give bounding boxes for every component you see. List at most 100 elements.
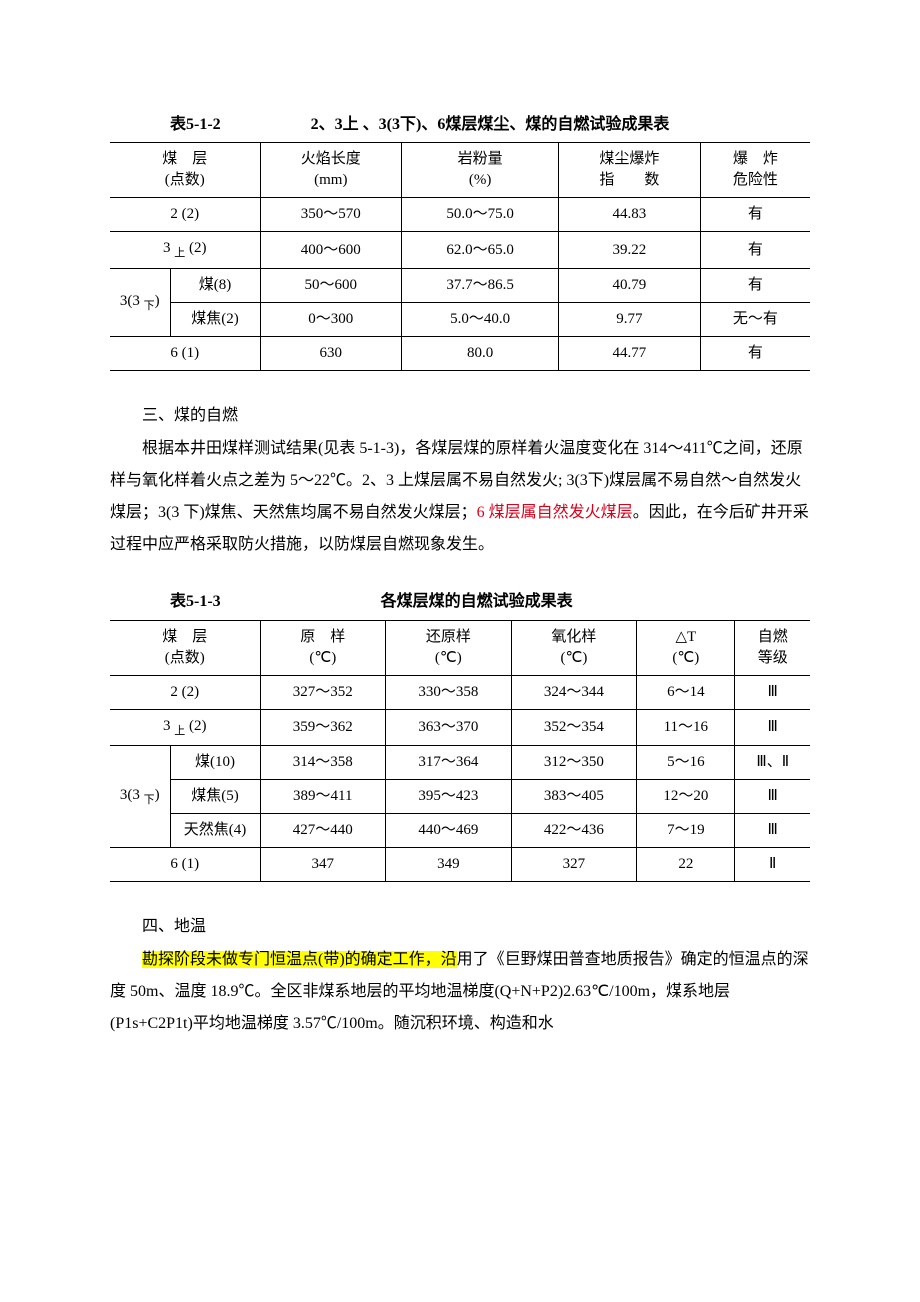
table-2-number: 表5-1-3 [170,587,221,617]
cell: 363～370 [386,709,512,745]
table-row: 3 上 (2) 400～600 62.0～65.0 39.22 有 [110,232,810,268]
cell: 7～19 [637,813,735,847]
th-text: (℃) [435,650,462,666]
table-row: 天然焦(4) 427～440 440～469 422～436 7～19 Ⅲ [110,813,810,847]
cell: 3 上 (2) [110,709,260,745]
cell: 347 [260,847,386,881]
cell: 327 [511,847,637,881]
cell: Ⅲ、Ⅱ [735,745,810,779]
section-4-head: 四、地温 [110,912,810,942]
cell: 330～358 [386,675,512,709]
table-2: 煤 层 (点数) 原 样 (℃) 还原样 (℃) 氧化样 (℃) △T (℃) … [110,620,810,882]
th-text: 等级 [758,650,788,666]
cell: 2 (2) [110,198,260,232]
cell: 12～20 [637,779,735,813]
th-rock-powder: 岩粉量 (%) [402,143,559,198]
cell: 有 [700,198,810,232]
section-3-para: 根据本井田煤样测试结果(见表 5-1-3)，各煤层煤的原样着火温度变化在 314… [110,433,810,561]
cell: 2 (2) [110,675,260,709]
th-text: 还原样 [426,629,471,645]
section-3: 三、煤的自燃 根据本井田煤样测试结果(见表 5-1-3)，各煤层煤的原样着火温度… [110,401,810,561]
cell: 煤(8) [170,268,260,302]
table-2-caption: 各煤层煤的自燃试验成果表 [381,587,573,617]
th: 煤 层 (点数) [110,620,260,675]
cell: 40.79 [559,268,701,302]
cell: 440～469 [386,813,512,847]
cell: 有 [700,268,810,302]
table-2-header-row: 煤 层 (点数) 原 样 (℃) 还原样 (℃) 氧化样 (℃) △T (℃) … [110,620,810,675]
table-2-block: 表5-1-3 各煤层煤的自燃试验成果表 煤 层 (点数) 原 样 (℃) 还原样… [110,587,810,882]
cell: 0～300 [260,302,402,336]
th-text: 煤 层 [162,629,207,645]
cell: Ⅱ [735,847,810,881]
th-text: 火焰长度 [301,151,361,167]
th-explosion-index: 煤尘爆炸 指 数 [559,143,701,198]
cell: 有 [700,336,810,370]
th: 氧化样 (℃) [511,620,637,675]
cell: 395～423 [386,779,512,813]
cell: 3(3 下) [110,745,170,847]
cell: 349 [386,847,512,881]
cell: 62.0～65.0 [402,232,559,268]
cell: 80.0 [402,336,559,370]
cell: 400～600 [260,232,402,268]
th-coal-layer: 煤 层 (点数) [110,143,260,198]
cell: 37.7～86.5 [402,268,559,302]
cell: 350～570 [260,198,402,232]
cell: 5～16 [637,745,735,779]
cell: Ⅲ [735,779,810,813]
cell: 352～354 [511,709,637,745]
cell: 6 (1) [110,336,260,370]
th-text: (点数) [165,650,205,666]
table-row: 3 上 (2) 359～362 363～370 352～354 11～16 Ⅲ [110,709,810,745]
th-text: (mm) [314,172,347,188]
table-row: 3(3 下) 煤(8) 50～600 37.7～86.5 40.79 有 [110,268,810,302]
cell: 3(3 下) [110,268,170,336]
cell: 44.83 [559,198,701,232]
cell: 314～358 [260,745,386,779]
cell: 11～16 [637,709,735,745]
th-text: (点数) [165,172,205,188]
table-1-block: 表5-1-2 2、3上 、3(3下)、6煤层煤尘、煤的自燃试验成果表 煤 层 (… [110,110,810,371]
th-text: △T [675,629,696,645]
th-explosion-risk: 爆 炸 危险性 [700,143,810,198]
table-1-number: 表5-1-2 [170,110,221,140]
th-text: (℃) [560,650,587,666]
section-4-para: 勘探阶段未做专门恒温点(带)的确定工作，沿用了《巨野煤田普查地质报告》确定的恒温… [110,944,810,1040]
cell: 6 (1) [110,847,260,881]
table-row: 煤焦(2) 0～300 5.0～40.0 9.77 无～有 [110,302,810,336]
cell: 3 上 (2) [110,232,260,268]
cell: 630 [260,336,402,370]
th-text: (℃) [672,650,699,666]
cell: 39.22 [559,232,701,268]
cell: 煤焦(2) [170,302,260,336]
cell: 324～344 [511,675,637,709]
cell: 有 [700,232,810,268]
cell: 44.77 [559,336,701,370]
table-row: 6 (1) 630 80.0 44.77 有 [110,336,810,370]
text-red: 6 煤层属自然发火煤层 [477,504,633,521]
th-text: 指 数 [599,172,659,188]
table-row: 2 (2) 350～570 50.0～75.0 44.83 有 [110,198,810,232]
cell: 22 [637,847,735,881]
cell: 427～440 [260,813,386,847]
cell: 6～14 [637,675,735,709]
th-text: (%) [469,172,492,188]
text-highlight: 勘探阶段未做专门恒温点(带)的确定工作，沿 [142,951,457,968]
cell: 389～411 [260,779,386,813]
th-text: (℃) [309,650,336,666]
th-text: 岩粉量 [458,151,503,167]
table-row: 2 (2) 327～352 330～358 324～344 6～14 Ⅲ [110,675,810,709]
cell: 天然焦(4) [170,813,260,847]
th: 自燃 等级 [735,620,810,675]
th-text: 自燃 [758,629,788,645]
section-4: 四、地温 勘探阶段未做专门恒温点(带)的确定工作，沿用了《巨野煤田普查地质报告》… [110,912,810,1040]
th-text: 原 样 [300,629,345,645]
table-1-caption: 2、3上 、3(3下)、6煤层煤尘、煤的自燃试验成果表 [311,110,670,140]
th-text: 煤尘爆炸 [599,151,659,167]
table-row: 6 (1) 347 349 327 22 Ⅱ [110,847,810,881]
cell: Ⅲ [735,813,810,847]
th-text: 危险性 [733,172,778,188]
cell: 5.0～40.0 [402,302,559,336]
th: 原 样 (℃) [260,620,386,675]
